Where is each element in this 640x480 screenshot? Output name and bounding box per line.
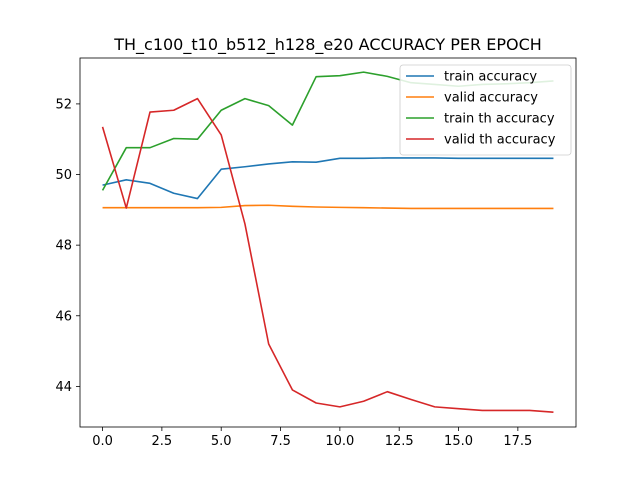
legend-label-valid-accuracy: valid accuracy	[444, 91, 538, 106]
y-tick-label: 46	[55, 309, 72, 324]
y-axis: 44 46 48 50 52	[55, 97, 80, 395]
legend-box	[399, 64, 572, 156]
series-line-valid-accuracy	[102, 204, 554, 210]
y-tick-label: 48	[55, 239, 72, 254]
plot-frame	[79, 57, 577, 428]
chart-title: TH_c100_t10_b512_h128_e20 ACCURACY PER E…	[113, 35, 542, 55]
x-tick-label: 5.0	[211, 434, 232, 449]
x-tick-label: 12.5	[385, 434, 414, 449]
x-tick-label: 15.0	[444, 434, 473, 449]
plot-area	[79, 57, 577, 428]
y-tick-label: 50	[55, 168, 72, 183]
series-layer	[101, 71, 554, 413]
legend-label-train-th-accuracy: train th accuracy	[444, 112, 555, 127]
series-line-train-accuracy	[102, 157, 554, 200]
y-tick-label: 44	[55, 380, 72, 395]
y-tick-label: 52	[55, 97, 72, 112]
x-tick-label: 2.5	[152, 434, 173, 449]
legend-label-train-accuracy: train accuracy	[444, 70, 537, 85]
legend-label-valid-th-accuracy: valid th accuracy	[444, 133, 556, 148]
x-tick-label: 10.0	[325, 434, 354, 449]
legend: train accuracy valid accuracy train th acc…	[399, 64, 572, 156]
x-tick-label: 0.0	[92, 434, 113, 449]
x-axis: 0.0 2.5 5.0 7.5 10.0 12.5 15.0 17.5	[92, 427, 532, 449]
x-tick-label: 7.5	[270, 434, 291, 449]
x-tick-label: 17.5	[503, 434, 532, 449]
series-line-valid-th-accuracy	[101, 97, 554, 413]
